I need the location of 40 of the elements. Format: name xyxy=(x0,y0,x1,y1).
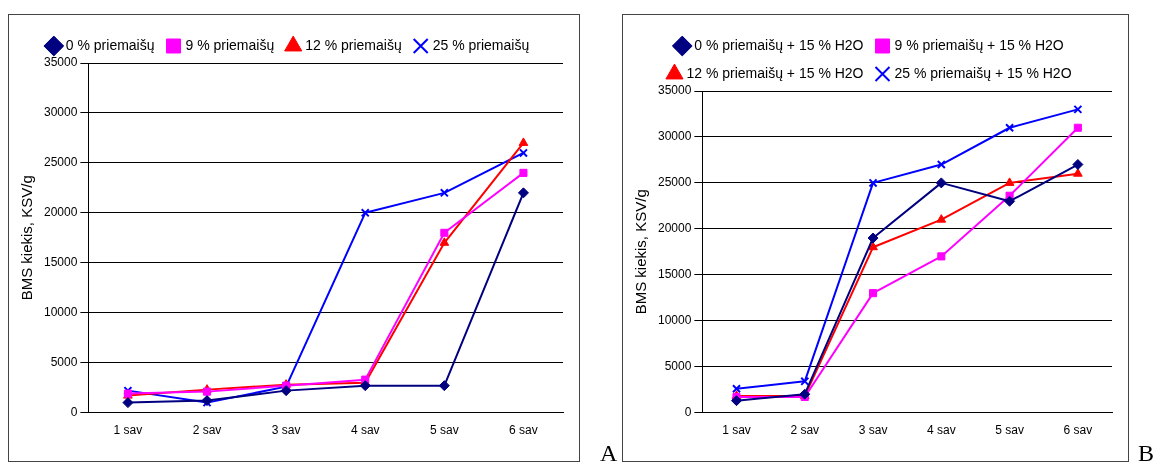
legend-label: 25 % priemaišų + 15 % H2O xyxy=(894,64,1072,81)
y-axis-title: BMS kiekis, KSV/g xyxy=(632,189,650,315)
x-tick-label: 1 sav xyxy=(722,423,751,438)
x-tick-label: 4 sav xyxy=(926,423,956,438)
x-tick-label: 5 sav xyxy=(430,423,459,438)
x-tick-label: 6 sav xyxy=(509,423,538,438)
x-tick-label: 4 sav xyxy=(350,423,380,438)
legend-label: 9 % priemaišų xyxy=(185,36,275,53)
y-axis-title: BMS kiekis, KSV/g xyxy=(18,175,36,301)
text: A xyxy=(600,440,618,465)
y-tick-label: 30000 xyxy=(657,129,692,144)
y-tick-label: 10000 xyxy=(43,305,78,320)
legend-label: 9 % priemaišų + 15 % H2O xyxy=(894,36,1064,53)
x-tick-label: 2 sav xyxy=(192,423,222,438)
y-tick-label: 20000 xyxy=(657,221,692,236)
y-tick-label: 15000 xyxy=(657,267,692,282)
text: B xyxy=(1138,440,1155,465)
y-tick-label: 20000 xyxy=(43,205,78,220)
y-tick-label: 5000 xyxy=(50,354,78,369)
y-tick-label: 15000 xyxy=(43,255,78,270)
y-tick-label: 30000 xyxy=(43,105,78,120)
x-tick-label: 6 sav xyxy=(1063,423,1093,438)
y-tick-label: 0 xyxy=(70,404,78,419)
y-tick-label: 10000 xyxy=(657,313,692,328)
x-tick-label: 2 sav xyxy=(790,423,820,438)
y-tick-label: 25000 xyxy=(657,175,692,190)
legend-label: 0 % priemaišų xyxy=(65,36,155,53)
x-tick-label: 3 sav xyxy=(858,423,888,438)
legend-label: 25 % priemaišų xyxy=(432,36,530,53)
y-tick-label: 5000 xyxy=(664,358,692,373)
y-tick-label: 35000 xyxy=(657,83,692,98)
y-tick-label: 0 xyxy=(684,404,692,419)
legend-label: 12 % priemaišų + 15 % H2O xyxy=(686,64,864,81)
legend-label: 0 % priemaišų + 15 % H2O xyxy=(694,36,864,53)
y-tick-label: 25000 xyxy=(43,155,78,170)
legend-label: 12 % priemaišų xyxy=(305,36,402,53)
y-tick-label: 35000 xyxy=(43,55,78,70)
x-tick-label: 3 sav xyxy=(271,423,301,438)
x-tick-label: 1 sav xyxy=(113,423,143,438)
x-tick-label: 5 sav xyxy=(995,423,1024,438)
